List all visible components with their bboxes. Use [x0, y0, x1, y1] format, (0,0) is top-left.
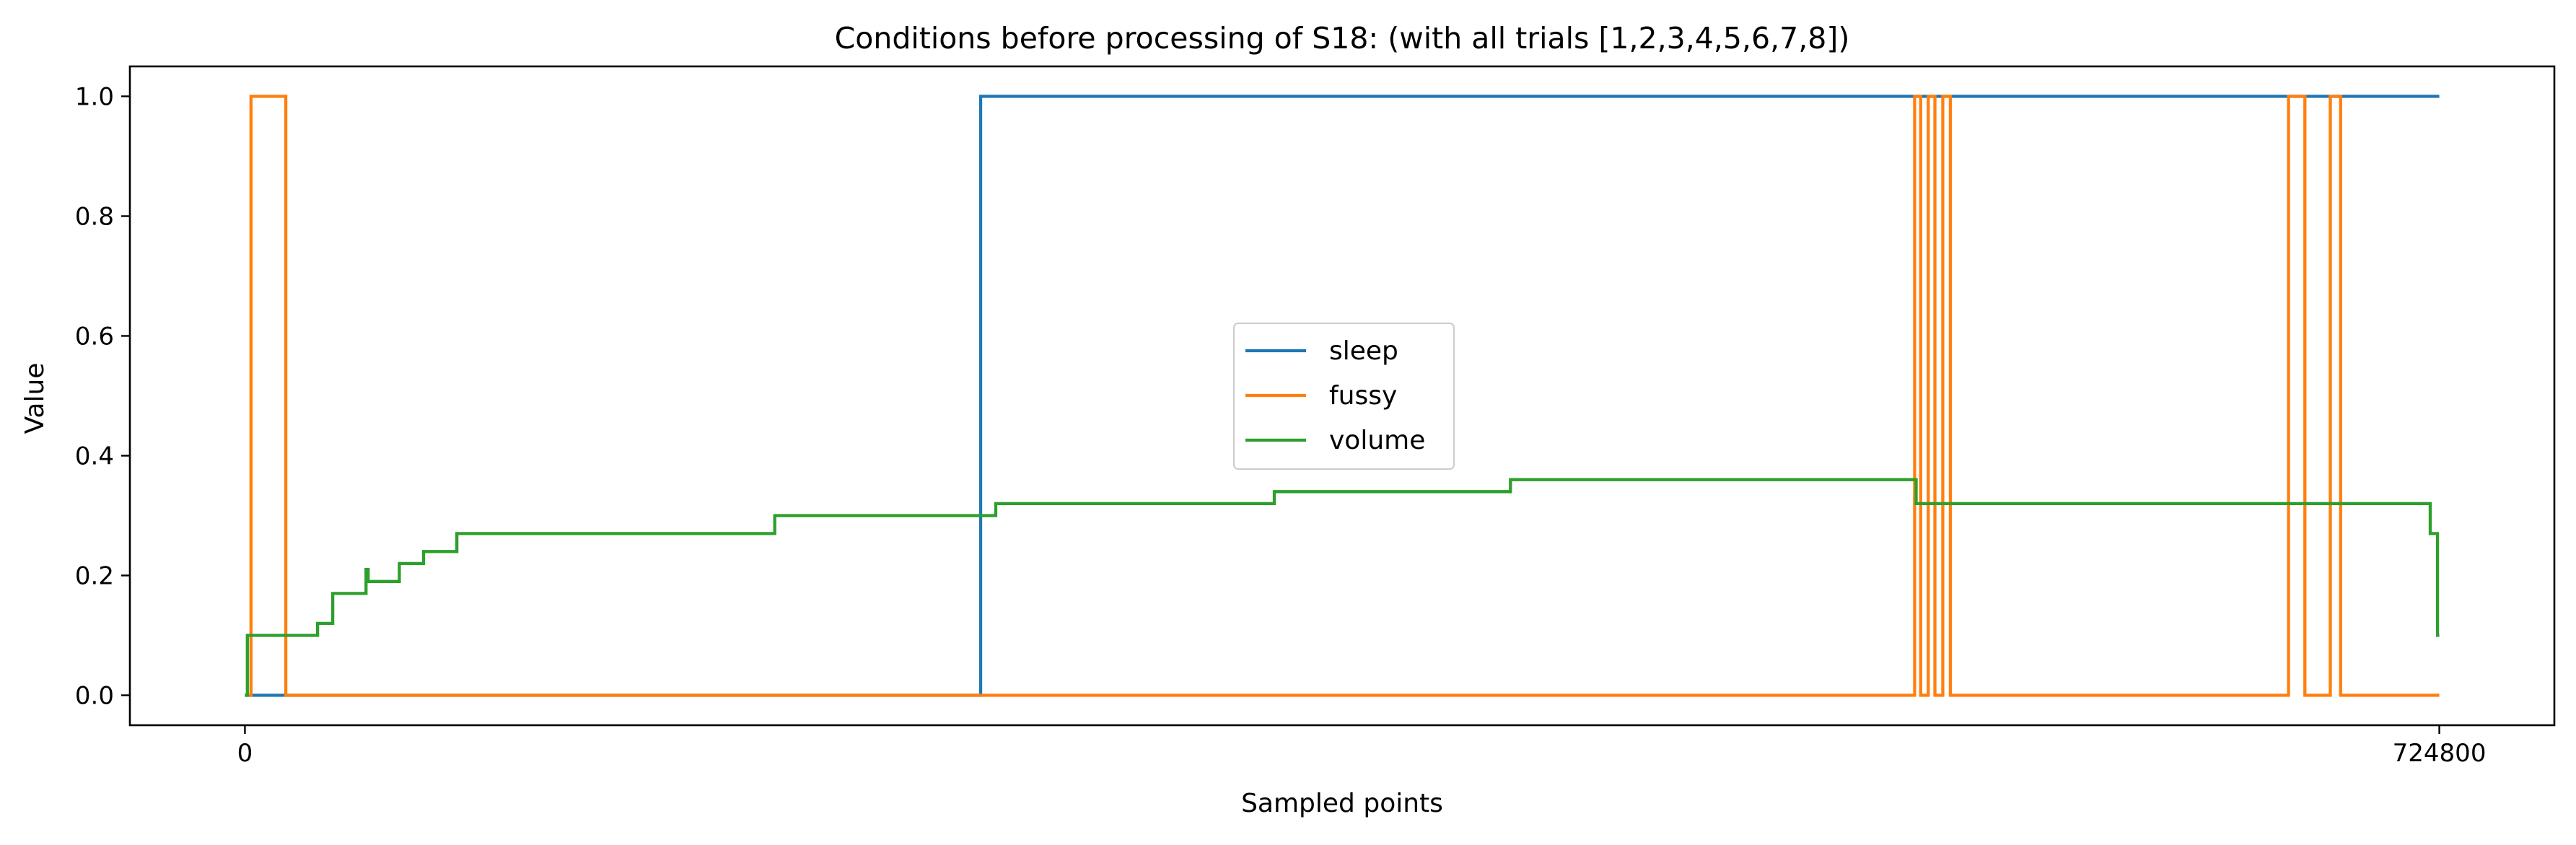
y-tick-label: 0.2 [75, 562, 114, 591]
legend-box [1233, 323, 1455, 470]
plot-area: 0 724800 0.0 0.2 0.4 0.6 0.8 1.0 [75, 65, 2556, 768]
axes-frame [128, 65, 2556, 727]
legend: sleep fussy volume [1233, 323, 1455, 470]
y-tick-label: 0.0 [75, 682, 114, 711]
legend-label-fussy: fussy [1329, 381, 1397, 411]
legend-label-sleep: sleep [1329, 336, 1398, 366]
y-tick-label: 0.4 [75, 442, 114, 471]
legend-label-volume: volume [1329, 426, 1425, 455]
series-line-fussy [245, 95, 2440, 697]
series-line-volume [245, 478, 2440, 697]
x-axis-label: Sampled points [1241, 789, 1443, 818]
x-tick-label: 0 [237, 739, 253, 768]
y-tick-label: 0.6 [75, 323, 114, 351]
y-tick-label: 0.8 [75, 203, 114, 232]
x-tick-label: 724800 [2393, 739, 2487, 768]
chart-title: Conditions before processing of S18: (wi… [835, 21, 1850, 56]
y-tick-label: 1.0 [75, 83, 114, 112]
y-axis-label: Value [20, 363, 50, 434]
